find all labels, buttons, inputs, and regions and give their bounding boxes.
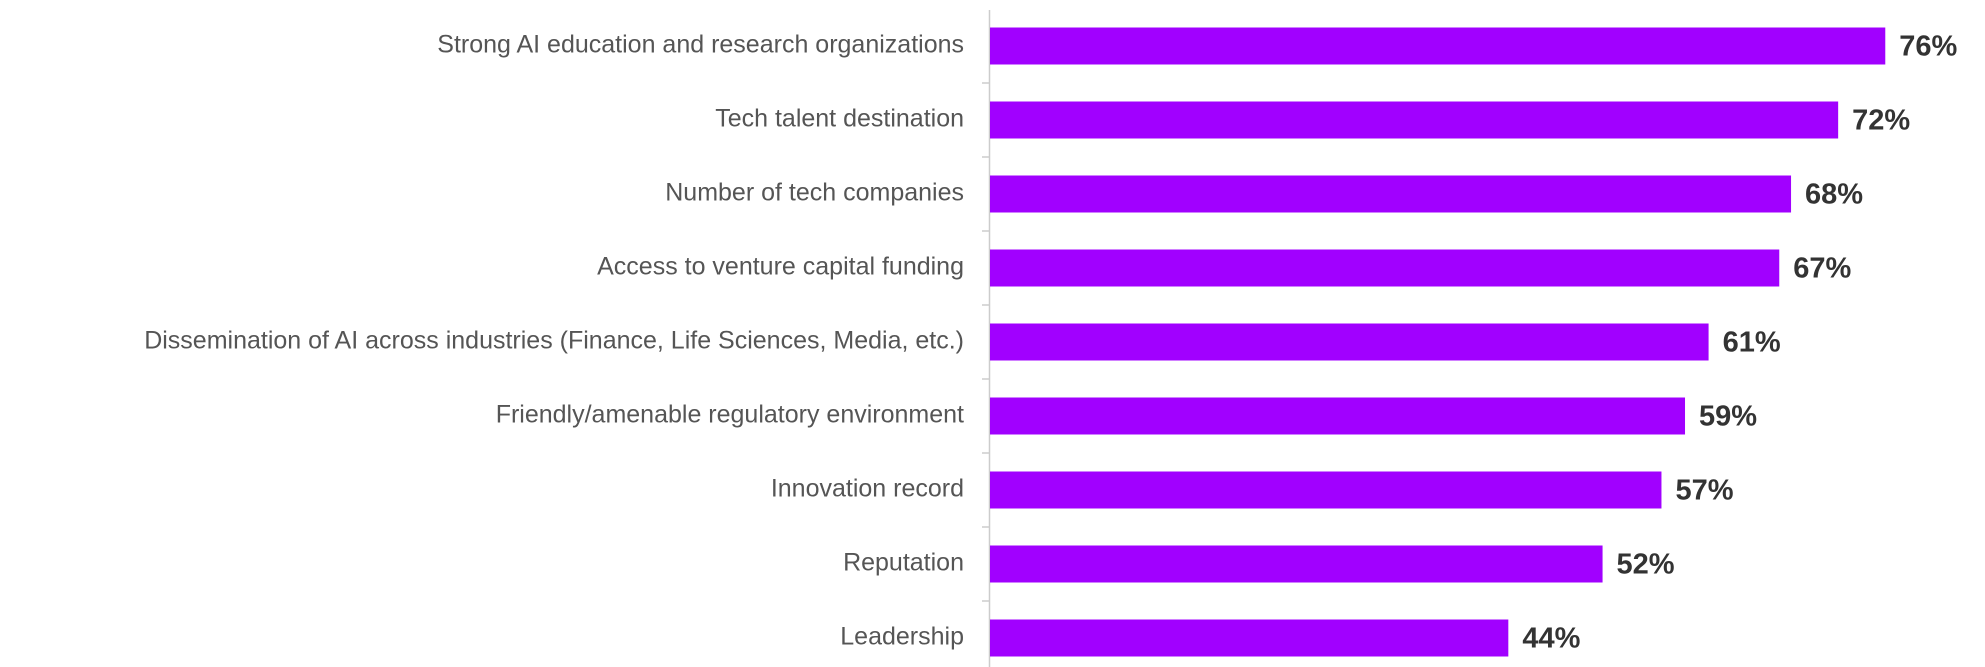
- category-label: Number of tech companies: [665, 179, 964, 207]
- bar: [990, 397, 1686, 435]
- bar: [990, 323, 1709, 361]
- category-label: Friendly/amenable regulatory environment: [496, 401, 964, 429]
- value-label: 68%: [1805, 179, 1863, 211]
- value-label: 59%: [1699, 401, 1757, 433]
- value-label: 61%: [1723, 327, 1781, 359]
- bar: [990, 101, 1839, 139]
- bar: [990, 175, 1792, 213]
- category-label: Leadership: [840, 623, 964, 651]
- category-label: Reputation: [843, 549, 964, 577]
- category-label: Innovation record: [771, 475, 964, 503]
- value-label: 67%: [1793, 253, 1851, 285]
- value-label: 72%: [1852, 105, 1910, 137]
- value-label: 52%: [1617, 549, 1675, 581]
- category-label: Dissemination of AI across industries (F…: [144, 327, 964, 355]
- category-label: Strong AI education and research organiz…: [437, 31, 964, 59]
- bar: [990, 619, 1509, 657]
- bar: [990, 27, 1886, 65]
- category-label: Access to venture capital funding: [597, 253, 964, 281]
- bar: [990, 471, 1662, 509]
- bar: [990, 545, 1603, 583]
- category-label: Tech talent destination: [715, 105, 964, 133]
- bar: [990, 249, 1780, 287]
- value-label: 57%: [1675, 475, 1733, 507]
- value-label: 76%: [1899, 31, 1957, 63]
- value-label: 44%: [1522, 623, 1580, 655]
